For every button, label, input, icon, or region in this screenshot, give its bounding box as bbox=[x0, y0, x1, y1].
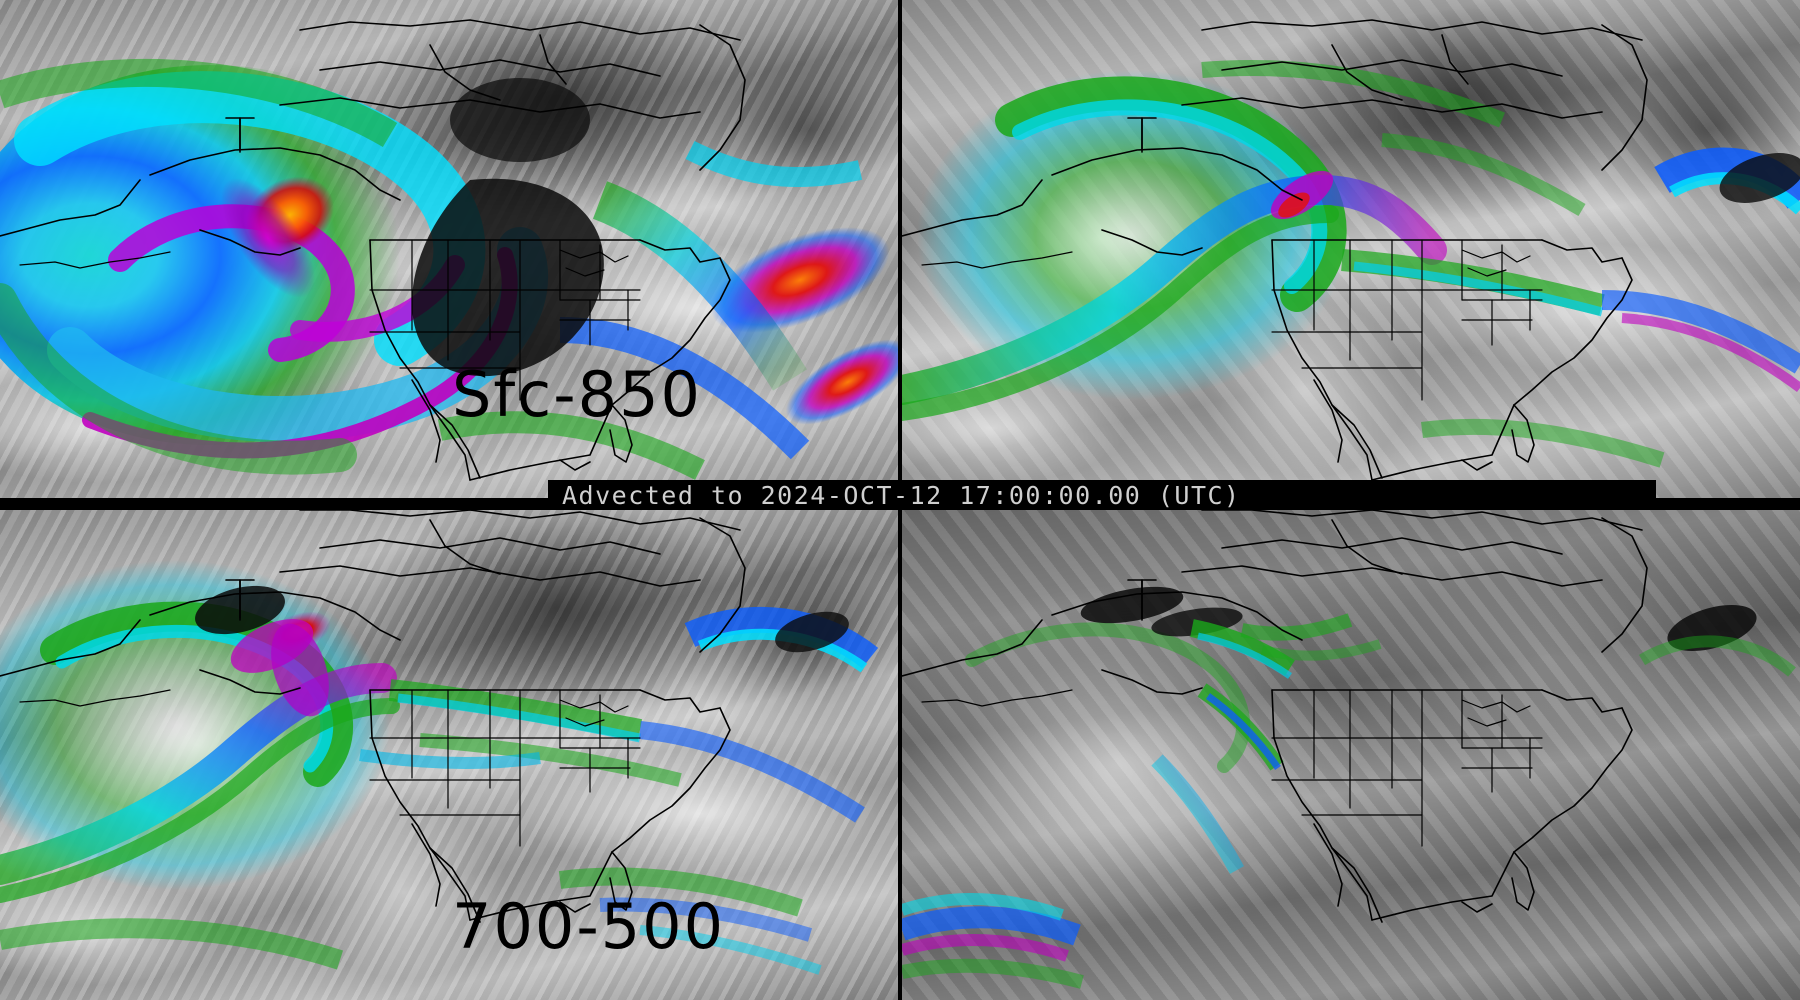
panel-500-300[interactable]: 500-300 bbox=[902, 510, 1800, 1000]
panel-850-700[interactable]: 850-700 bbox=[902, 0, 1800, 498]
panel-700-500[interactable]: 700-500 bbox=[0, 510, 898, 1000]
precipitable-water-colorwash bbox=[902, 60, 1800, 468]
panel-sfc-850[interactable]: Sfc-850 bbox=[0, 0, 898, 498]
precipitable-water-colorwash bbox=[0, 560, 879, 975]
timestamp-text: Advected to 2024-OCT-12 17:00:00.00 (UTC… bbox=[562, 480, 1241, 510]
timestamp-bar: Advected to 2024-OCT-12 17:00:00.00 (UTC… bbox=[548, 480, 1656, 510]
precipitable-water-colorwash bbox=[902, 586, 1796, 989]
precipitable-water-colorwash bbox=[0, 58, 898, 480]
